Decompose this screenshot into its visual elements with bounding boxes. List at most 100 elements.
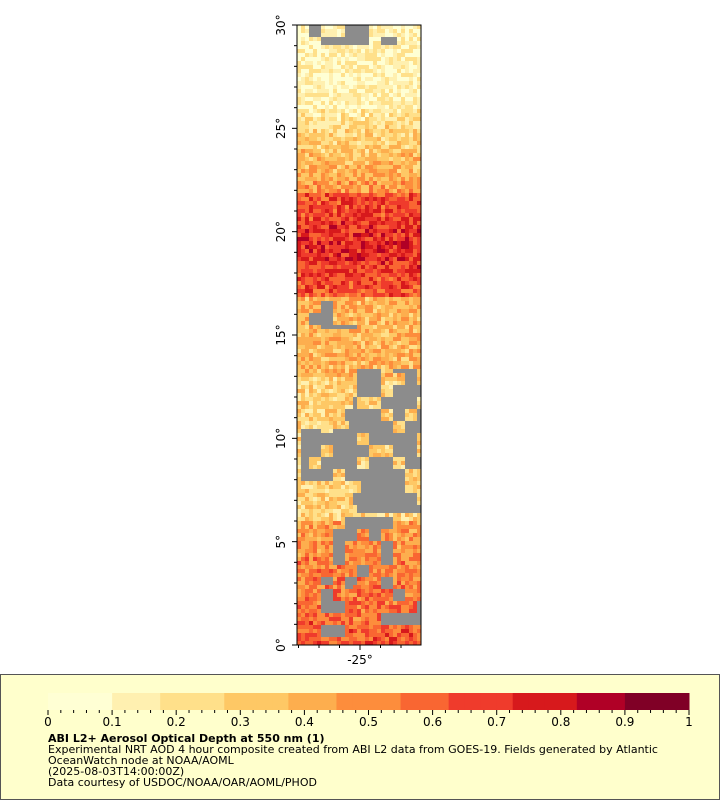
aod-cell	[361, 261, 365, 265]
aod-cell	[309, 197, 313, 201]
aod-cell	[313, 209, 317, 213]
aod-cell	[305, 313, 309, 317]
aod-cell	[413, 101, 417, 105]
aod-cell	[325, 241, 329, 245]
aod-cell	[333, 237, 337, 241]
aod-cell	[413, 65, 417, 69]
aod-cell	[349, 517, 353, 521]
aod-cell	[377, 145, 381, 149]
aod-cell	[353, 185, 357, 189]
aod-cell	[305, 261, 309, 265]
aod-cell	[385, 345, 389, 349]
aod-cell	[305, 489, 309, 493]
aod-cell	[329, 629, 333, 633]
aod-cell	[305, 593, 309, 597]
aod-cell	[417, 113, 421, 117]
aod-cell	[417, 93, 421, 97]
aod-cell	[409, 409, 413, 413]
aod-cell	[397, 593, 401, 597]
aod-cell	[341, 385, 345, 389]
aod-cell	[297, 397, 301, 401]
aod-cell	[345, 277, 349, 281]
aod-cell	[401, 389, 405, 393]
aod-cell	[409, 369, 413, 373]
aod-cell	[409, 33, 413, 37]
aod-cell	[341, 621, 345, 625]
aod-cell	[377, 61, 381, 65]
aod-cell	[369, 377, 373, 381]
aod-cell	[317, 141, 321, 145]
aod-cell	[301, 453, 305, 457]
aod-cell	[357, 237, 361, 241]
aod-cell	[309, 593, 313, 597]
aod-cell	[301, 297, 305, 301]
aod-cell	[329, 37, 333, 41]
aod-cell	[301, 185, 305, 189]
aod-cell	[309, 365, 313, 369]
aod-cell	[305, 253, 309, 257]
aod-cell	[385, 121, 389, 125]
aod-cell	[413, 49, 417, 53]
aod-cell	[313, 433, 317, 437]
aod-cell	[417, 117, 421, 121]
aod-cell	[349, 185, 353, 189]
aod-cell	[369, 521, 373, 525]
aod-cell	[369, 349, 373, 353]
aod-cell	[297, 477, 301, 481]
aod-cell	[337, 621, 341, 625]
aod-cell	[365, 321, 369, 325]
aod-cell	[397, 41, 401, 45]
aod-cell	[369, 245, 373, 249]
aod-cell	[313, 89, 317, 93]
aod-cell	[357, 377, 361, 381]
aod-cell	[313, 153, 317, 157]
aod-cell	[373, 125, 377, 129]
aod-cell	[409, 161, 413, 165]
aod-cell	[313, 557, 317, 561]
aod-cell	[333, 269, 337, 273]
aod-cell	[417, 453, 421, 457]
aod-cell	[353, 165, 357, 169]
aod-cell	[301, 277, 305, 281]
aod-cell	[337, 213, 341, 217]
aod-cell	[353, 97, 357, 101]
aod-cell	[297, 473, 301, 477]
aod-cell	[369, 369, 373, 373]
aod-cell	[401, 585, 405, 589]
aod-cell	[349, 97, 353, 101]
aod-cell	[317, 389, 321, 393]
aod-cell	[325, 477, 329, 481]
aod-cell	[405, 29, 409, 33]
aod-cell	[305, 141, 309, 145]
aod-cell	[381, 345, 385, 349]
aod-cell	[389, 505, 393, 509]
aod-cell	[417, 337, 421, 341]
aod-cell	[301, 53, 305, 57]
aod-cell	[369, 601, 373, 605]
aod-cell	[397, 553, 401, 557]
aod-cell	[409, 309, 413, 313]
aod-cell	[353, 593, 357, 597]
aod-cell	[333, 393, 337, 397]
aod-cell	[389, 597, 393, 601]
aod-cell	[325, 637, 329, 641]
aod-cell	[385, 401, 389, 405]
aod-cell	[381, 237, 385, 241]
aod-cell	[345, 481, 349, 485]
aod-cell	[325, 113, 329, 117]
aod-cell	[349, 521, 353, 525]
aod-cell	[397, 349, 401, 353]
aod-cell	[401, 89, 405, 93]
aod-cell	[305, 333, 309, 337]
aod-cell	[389, 561, 393, 565]
aod-cell	[409, 633, 413, 637]
aod-cell	[337, 565, 341, 569]
aod-cell	[373, 413, 377, 417]
aod-cell	[373, 221, 377, 225]
aod-cell	[301, 549, 305, 553]
aod-cell	[325, 53, 329, 57]
aod-cell	[357, 217, 361, 221]
aod-cell	[309, 157, 313, 161]
aod-cell	[337, 309, 341, 313]
aod-cell	[373, 185, 377, 189]
